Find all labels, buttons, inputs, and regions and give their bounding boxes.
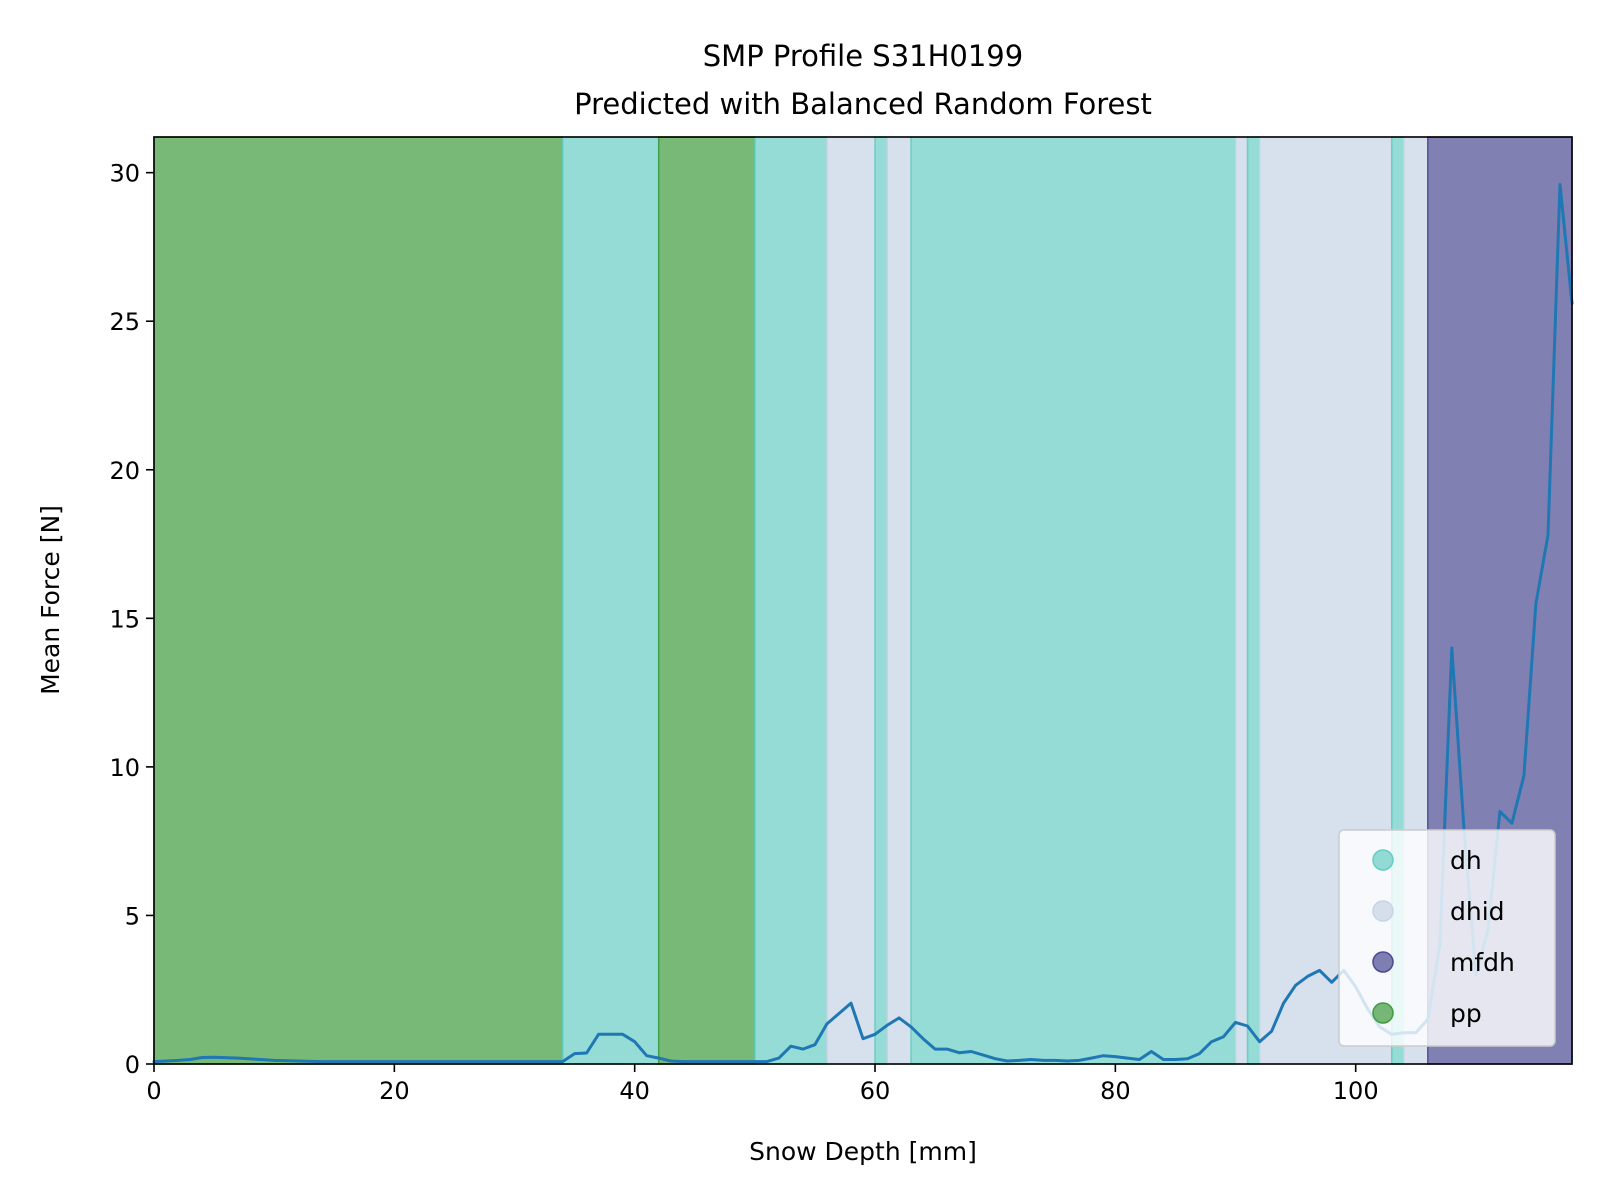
legend-label-mfdh: mfdh xyxy=(1450,948,1515,977)
segment-pp xyxy=(657,136,756,1065)
segment-dhid xyxy=(826,136,876,1065)
legend-box xyxy=(1338,829,1556,1047)
plot-area xyxy=(153,136,1573,1065)
legend-label-dhid: dhid xyxy=(1450,897,1505,926)
chart-title: SMP Profile S31H0199 xyxy=(703,39,1023,73)
legend: dh dhid mfdh pp xyxy=(1338,829,1556,1047)
y-tick-label: 5 xyxy=(125,902,140,930)
segment-pp xyxy=(153,136,564,1065)
segment-dhid xyxy=(1234,136,1249,1065)
chart-subtitle: Predicted with Balanced Random Forest xyxy=(574,87,1152,121)
x-tick-label: 80 xyxy=(1100,1077,1131,1105)
segment-dh xyxy=(874,136,888,1065)
segment-dh xyxy=(1246,136,1261,1065)
y-tick-label: 10 xyxy=(109,754,140,782)
y-tick-label: 25 xyxy=(109,308,140,336)
x-axis: 0 20 40 60 80 100 xyxy=(146,1064,1379,1105)
segment-dh xyxy=(754,136,828,1065)
legend-label-dh: dh xyxy=(1450,846,1482,875)
x-tick-label: 100 xyxy=(1333,1077,1379,1105)
legend-marker-dhid xyxy=(1372,900,1394,922)
x-tick-label: 40 xyxy=(619,1077,650,1105)
y-axis-label: Mean Force [N] xyxy=(36,505,65,695)
x-tick-label: 20 xyxy=(379,1077,410,1105)
legend-marker-pp xyxy=(1372,1002,1394,1024)
y-tick-label: 0 xyxy=(125,1051,140,1079)
segment-dh xyxy=(561,136,660,1065)
y-tick-label: 20 xyxy=(109,457,140,485)
legend-marker-mfdh xyxy=(1372,951,1394,973)
x-tick-label: 0 xyxy=(146,1077,161,1105)
segment-dh xyxy=(910,136,1237,1065)
segment-dhid xyxy=(886,136,912,1065)
y-tick-label: 30 xyxy=(109,160,140,188)
y-tick-label: 15 xyxy=(109,605,140,633)
legend-label-pp: pp xyxy=(1450,999,1482,1028)
legend-marker-dh xyxy=(1372,849,1394,871)
x-tick-label: 60 xyxy=(860,1077,891,1105)
y-axis: 0 5 10 15 20 25 30 xyxy=(109,160,154,1079)
plot-frame xyxy=(153,136,1573,1065)
x-axis-label: Snow Depth [mm] xyxy=(749,1137,977,1166)
